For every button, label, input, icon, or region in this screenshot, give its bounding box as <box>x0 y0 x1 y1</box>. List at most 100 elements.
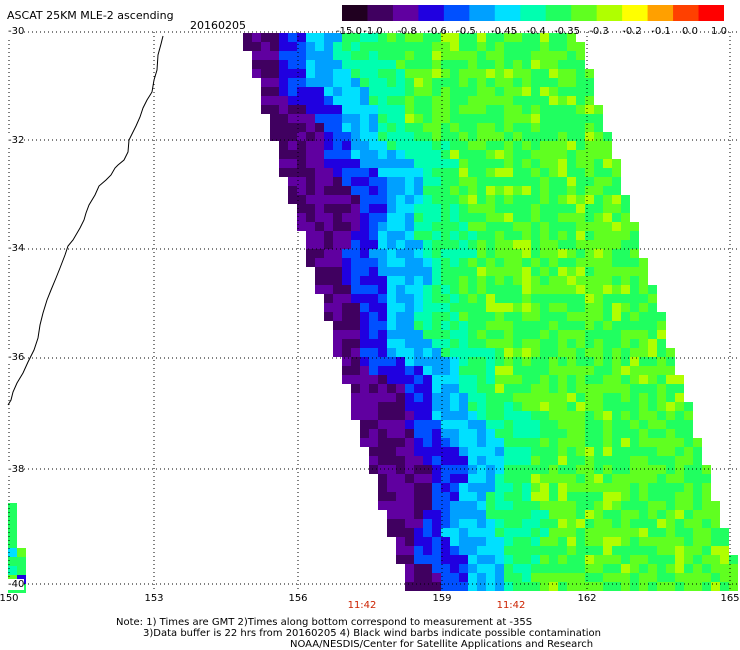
swath-cell <box>576 258 585 267</box>
swath-cell <box>531 339 540 348</box>
swath-cell <box>468 492 477 501</box>
swath-cell <box>297 87 306 96</box>
swath-cell <box>414 285 423 294</box>
swath-cell <box>441 339 450 348</box>
swath-cell <box>450 411 459 420</box>
swath-cell <box>522 357 531 366</box>
swath-cell <box>585 285 594 294</box>
swath-cell <box>558 501 567 510</box>
swath-cell <box>630 348 639 357</box>
swath-cell <box>405 132 414 141</box>
swath-cell <box>423 132 432 141</box>
swath-cell <box>8 539 17 548</box>
swath-cell <box>486 168 495 177</box>
swath-cell <box>405 546 414 555</box>
swath-cell <box>342 78 351 87</box>
swath-cell <box>567 528 576 537</box>
swath-cell <box>585 204 594 213</box>
swath-cell <box>585 69 594 78</box>
swath-cell <box>495 429 504 438</box>
swath-cell <box>432 249 441 258</box>
swath-cell <box>540 564 549 573</box>
swath-cell <box>360 312 369 321</box>
swath-cell <box>477 204 486 213</box>
swath-cell <box>351 240 360 249</box>
swath-cell <box>378 150 387 159</box>
swath-cell <box>450 168 459 177</box>
swath-cell <box>414 60 423 69</box>
swath-cell <box>396 240 405 249</box>
swath-cell <box>324 78 333 87</box>
swath-cell <box>441 519 450 528</box>
lat-label: -34 <box>8 243 25 254</box>
swath-cell <box>333 339 342 348</box>
swath-cell <box>666 456 675 465</box>
swath-cell <box>657 357 666 366</box>
swath-cell <box>459 483 468 492</box>
swath-cell <box>486 483 495 492</box>
swath-cell <box>603 537 612 546</box>
swath-cell <box>369 420 378 429</box>
swath-cell <box>567 456 576 465</box>
swath-cell <box>531 177 540 186</box>
swath-cell <box>369 141 378 150</box>
swath-cell <box>486 285 495 294</box>
swath-cell <box>360 33 369 42</box>
swath-cell <box>486 213 495 222</box>
swath-cell <box>648 447 657 456</box>
swath-cell <box>405 267 414 276</box>
swath-cell <box>360 411 369 420</box>
swath-cell <box>540 231 549 240</box>
swath-cell <box>540 438 549 447</box>
swath-cell <box>414 582 423 591</box>
swath-cell <box>558 303 567 312</box>
swath-cell <box>585 123 594 132</box>
swath-cell <box>396 546 405 555</box>
swath-cell <box>360 339 369 348</box>
swath-cell <box>612 240 621 249</box>
swath-cell <box>423 303 432 312</box>
swath-cell <box>585 447 594 456</box>
swath-cell <box>684 420 693 429</box>
swath-cell <box>495 222 504 231</box>
swath-cell <box>594 555 603 564</box>
swath-cell <box>459 303 468 312</box>
swath-cell <box>495 483 504 492</box>
swath-cell <box>648 411 657 420</box>
swath-cell <box>495 186 504 195</box>
swath-cell <box>612 168 621 177</box>
swath-cell <box>387 141 396 150</box>
swath-cell <box>351 393 360 402</box>
swath-cell <box>666 366 675 375</box>
swath-cell <box>459 384 468 393</box>
swath-cell <box>333 69 342 78</box>
swath-cell <box>540 87 549 96</box>
swath-cell <box>441 60 450 69</box>
swath-cell <box>684 474 693 483</box>
swath-cell <box>621 285 630 294</box>
swath-cell <box>468 69 477 78</box>
swath-cell <box>648 366 657 375</box>
swath-cell <box>324 96 333 105</box>
swath-cell <box>621 339 630 348</box>
swath-cell <box>594 366 603 375</box>
swath-cell <box>342 312 351 321</box>
swath-cell <box>423 438 432 447</box>
swath-cell <box>468 375 477 384</box>
swath-cell <box>423 267 432 276</box>
swath-cell <box>639 483 648 492</box>
swath-cell <box>459 240 468 249</box>
swath-cell <box>666 465 675 474</box>
swath-cell <box>378 402 387 411</box>
swath-cell <box>414 105 423 114</box>
swath-cell <box>558 393 567 402</box>
swath-cell <box>378 51 387 60</box>
swath-cell <box>441 105 450 114</box>
swath-cell <box>423 168 432 177</box>
swath-cell <box>549 483 558 492</box>
swath-cell <box>468 186 477 195</box>
swath-cell <box>477 483 486 492</box>
swath-cell <box>477 375 486 384</box>
swath-cell <box>468 339 477 348</box>
swath-cell <box>441 456 450 465</box>
